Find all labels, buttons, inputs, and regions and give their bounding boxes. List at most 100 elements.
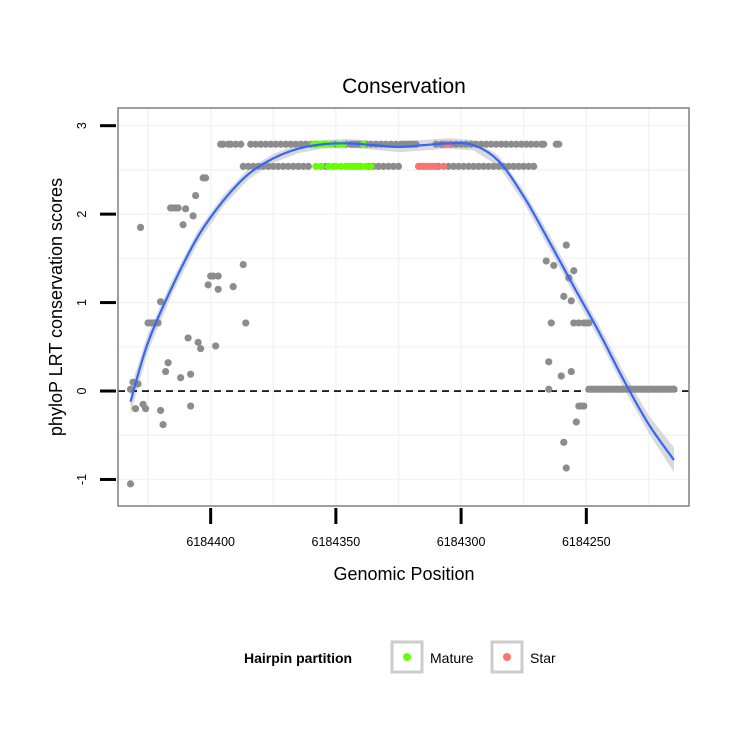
point-other [177,374,185,382]
point-other [264,162,272,170]
point-other [287,140,295,148]
point-other [670,385,678,393]
point-other [197,344,205,353]
point-other [214,285,222,293]
y-tick-label: 2 [75,211,89,218]
point-other [482,140,490,148]
point-other [232,140,240,148]
point-other [510,162,518,170]
point-mature [312,162,320,170]
point-other [189,212,197,220]
x-tick-label: 6184250 [562,535,611,549]
point-other [485,162,493,170]
point-other [304,162,312,170]
point-other [444,162,453,170]
point-other [449,162,458,170]
point-other [394,162,403,170]
point-other [517,140,525,148]
point-other [525,162,533,170]
point-other [527,140,535,148]
legend: Hairpin partition Mature Star [244,640,556,674]
point-other [279,162,287,170]
point-other [277,140,285,148]
point-other [294,162,302,170]
point-other [480,162,488,170]
point-other [182,205,190,213]
point-other [274,162,282,170]
point-other [187,402,195,410]
point-other [570,267,578,275]
point-other [156,298,165,306]
legend-label-star: Star [530,650,556,666]
point-other [454,162,463,170]
point-other [269,162,277,170]
legend-entry-mature: Mature [390,640,474,674]
point-other [292,140,300,148]
point-other [136,223,145,231]
point-other [557,372,565,380]
point-other [512,140,520,148]
y-axis-ticks: -1 0 1 2 3 [75,122,116,485]
point-other [374,162,383,170]
point-star [439,162,448,170]
y-tick-label: 3 [75,122,89,129]
legend-label-mature: Mature [430,650,474,666]
point-other [257,140,265,148]
point-other [131,405,140,413]
point-mature [332,162,340,170]
point-other [460,162,468,170]
point-star [432,162,440,170]
x-tick-label: 6184300 [437,535,486,549]
point-other [179,221,187,229]
point-other [475,162,483,170]
legend-dot-mature [403,653,411,661]
y-tick-label: 1 [75,299,89,306]
point-other [297,140,305,148]
point-other [161,367,170,376]
point-mature [324,162,332,170]
y-tick-label: -1 [75,474,89,485]
point-other [194,338,202,346]
point-other [252,140,260,148]
point-other [212,342,220,350]
point-other [126,385,135,393]
point-other [267,140,275,148]
y-axis-title: phyloP LRT conservation scores [46,178,66,436]
point-other [580,402,588,410]
point-other [174,204,182,212]
point-other [547,319,555,327]
point-other [229,283,237,291]
point-other [262,140,270,148]
point-other [522,140,530,148]
point-other [470,162,478,170]
point-other [289,162,297,170]
point-other [379,162,388,170]
point-other [219,140,227,148]
point-other [244,162,252,170]
point-mature [362,162,370,170]
point-other [282,140,290,148]
point-other [237,140,245,148]
point-other [141,405,150,413]
point-other [545,385,553,393]
point-other [550,261,558,270]
point-other [164,359,172,367]
point-other [184,334,192,342]
point-other [384,162,393,170]
smooth-line [129,142,675,461]
point-other [532,140,540,148]
point-other [389,162,398,170]
point-other [505,162,513,170]
plot-panel [118,108,689,506]
point-other [515,162,523,170]
point-other [272,140,280,148]
point-other [542,257,550,265]
point-other [562,464,570,472]
point-other [299,162,307,170]
point-other [570,319,578,327]
y-tick-label: 0 [75,387,89,394]
x-tick-label: 6184400 [186,535,235,549]
point-other [214,272,222,280]
point-other [572,418,580,426]
